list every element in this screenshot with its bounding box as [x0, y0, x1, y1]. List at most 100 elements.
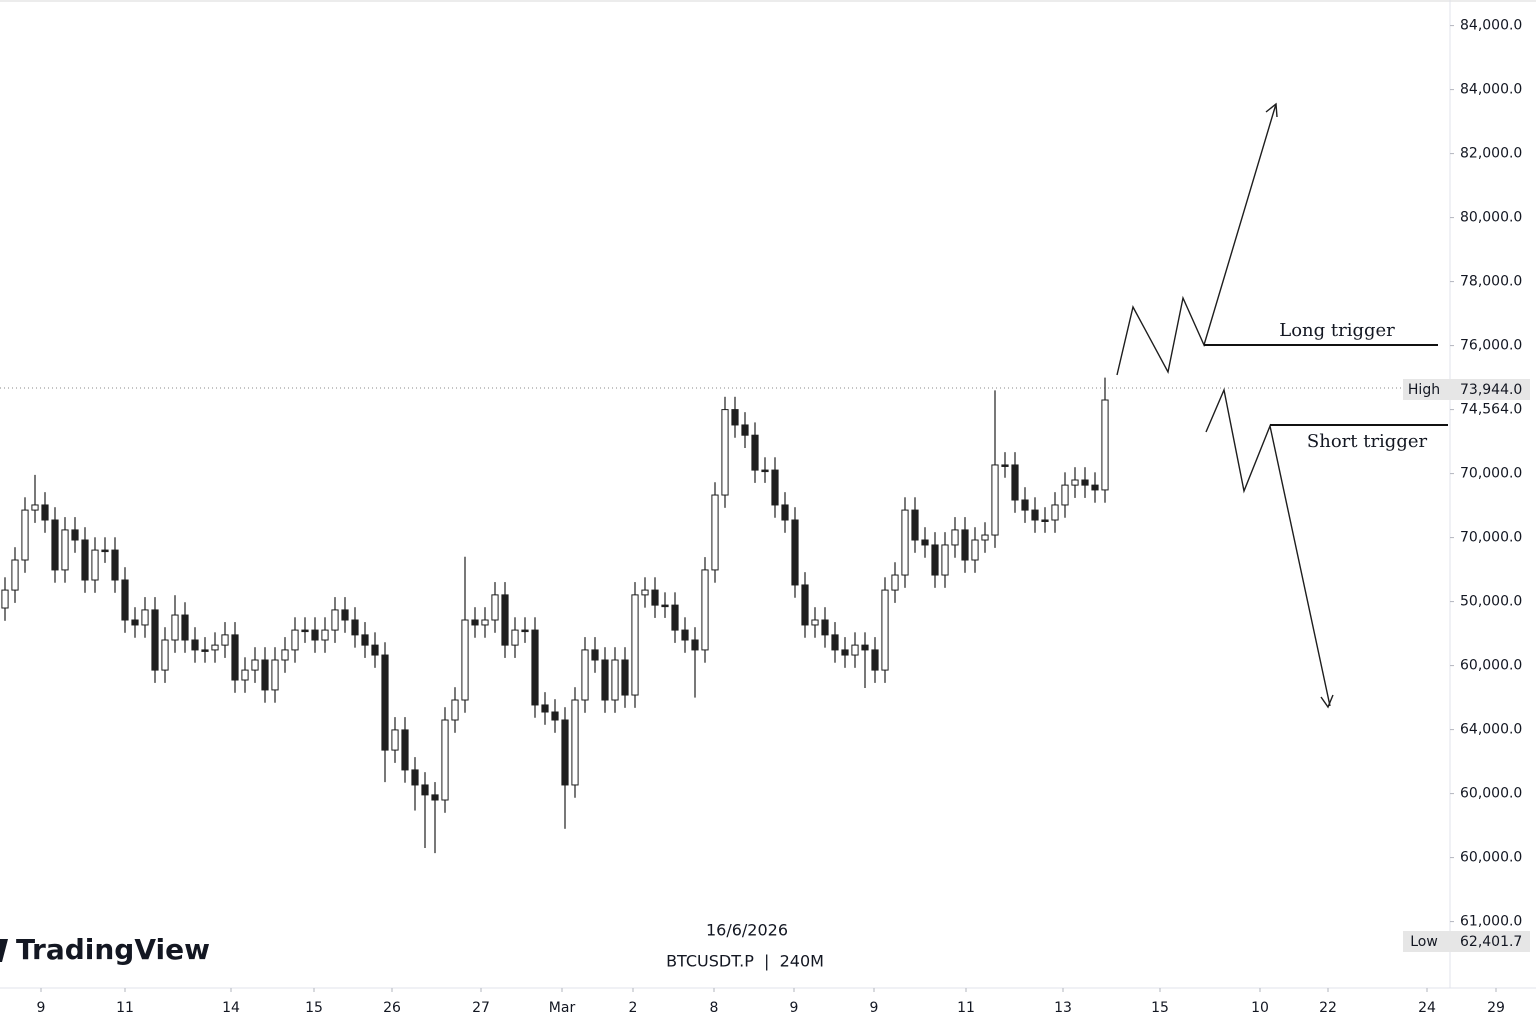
candle-body [361, 634, 369, 646]
candle-body [571, 699, 579, 786]
candle-body [791, 519, 799, 586]
candle-body [311, 629, 319, 641]
candle-body [21, 509, 29, 561]
candle-body [131, 619, 139, 626]
y-tick-label: 70,000.0 [1460, 466, 1522, 482]
candle-body [591, 649, 599, 661]
x-tick-label: 15 [305, 1000, 323, 1016]
candle-body [1, 589, 9, 609]
candle-body [291, 629, 299, 651]
brand-icon [0, 939, 8, 962]
candle-body [151, 609, 159, 671]
candle-body [781, 504, 789, 521]
candle-body [41, 504, 49, 521]
candle-body [1001, 464, 1009, 467]
candle-body [71, 529, 79, 541]
candle-body [121, 579, 129, 621]
candle-body [451, 699, 459, 721]
x-tick-label: 2 [629, 1000, 638, 1016]
candle-body [541, 704, 549, 713]
candle-body [931, 544, 939, 576]
candle-body [631, 594, 639, 696]
candle-body [961, 529, 969, 561]
candle-body [811, 619, 819, 626]
candle-body [521, 629, 529, 633]
y-tick-label: 80,000.0 [1460, 210, 1522, 226]
candle-body [611, 659, 619, 701]
low-marker-price: 62,401.7 [1460, 934, 1522, 950]
long-scenario-path [1116, 103, 1277, 376]
candle-body [1101, 399, 1109, 491]
candle-body [141, 609, 149, 626]
candle-body [1021, 499, 1029, 511]
candle-body [301, 629, 309, 633]
x-tick-label: 9 [790, 1000, 799, 1016]
candle-body [821, 619, 829, 636]
x-tick-label: 22 [1319, 1000, 1337, 1016]
candle-body [651, 589, 659, 606]
x-tick-label: 8 [710, 1000, 719, 1016]
y-tick-label: 74,564.0 [1460, 402, 1522, 418]
candle-body [351, 619, 359, 636]
candle-body [1031, 509, 1039, 521]
candle-body [661, 604, 669, 608]
candle-body [841, 649, 849, 656]
candle-body [401, 729, 409, 771]
candle-body [741, 424, 749, 436]
candle-body [281, 649, 289, 661]
candle-body [321, 629, 329, 641]
candle-body [731, 409, 739, 426]
long-arrowhead [1265, 102, 1278, 118]
y-tick-label: 76,000.0 [1460, 338, 1522, 354]
candle-body [511, 629, 519, 646]
candle-body [411, 769, 419, 786]
y-tick-label: 50,000.0 [1460, 594, 1522, 610]
candle-body [251, 659, 259, 671]
y-tick-label: 82,000.0 [1460, 146, 1522, 162]
low-marker-box [1403, 931, 1530, 952]
x-tick-label: 27 [472, 1000, 490, 1016]
candle-body [681, 629, 689, 641]
candle-body [341, 609, 349, 621]
symbol: BTCUSDT.P | 240M [666, 952, 824, 971]
short-scenario-path [1205, 387, 1331, 707]
x-tick-label: 9 [37, 1000, 46, 1016]
candle-body [641, 589, 649, 596]
candle-body [191, 639, 199, 651]
candle-body [771, 469, 779, 506]
candle-body [861, 644, 869, 651]
candle-body [161, 639, 169, 671]
candle-body [911, 509, 919, 541]
candle-body [111, 549, 119, 581]
candle-body [491, 594, 499, 621]
candle-body [391, 729, 399, 751]
candle-body [421, 784, 429, 796]
x-tick-label: 11 [116, 1000, 134, 1016]
candle-body [1071, 479, 1079, 486]
candle-body [831, 634, 839, 651]
candle-body [171, 614, 179, 641]
high-marker-label: High [1408, 382, 1440, 398]
x-tick-label: 29 [1487, 1000, 1505, 1016]
candle-body [751, 434, 759, 471]
candle-body [481, 619, 489, 626]
high-marker-box [1403, 379, 1530, 400]
y-tick-label: 60,000.0 [1460, 850, 1522, 866]
candle-body [1091, 484, 1099, 491]
candle-body [331, 609, 339, 631]
date: 16/6/2026 [706, 921, 788, 940]
y-tick-label: 64,000.0 [1460, 722, 1522, 738]
x-tick-label: 9 [870, 1000, 879, 1016]
candle-body [371, 644, 379, 656]
x-tick-label: 14 [222, 1000, 240, 1016]
candle-body [951, 529, 959, 546]
short-trigger-label: Short trigger [1307, 431, 1428, 452]
candle-body [561, 719, 569, 786]
candle-body [61, 529, 69, 571]
candle-body [501, 594, 509, 646]
candle-body [581, 649, 589, 701]
x-tick-label: 15 [1151, 1000, 1169, 1016]
candle-body [261, 659, 269, 691]
